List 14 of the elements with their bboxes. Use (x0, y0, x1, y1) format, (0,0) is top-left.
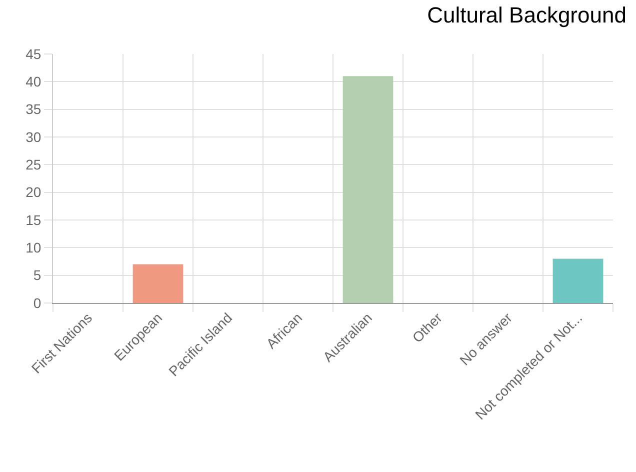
y-tick-label: 35 (26, 101, 42, 118)
y-tick-label: 25 (26, 156, 42, 173)
y-tick-label: 0 (33, 294, 42, 311)
y-tick-label: 45 (26, 46, 42, 62)
y-tick-label: 10 (26, 240, 42, 256)
y-tick-label: 40 (26, 74, 42, 90)
y-tick-label: 30 (26, 128, 42, 145)
y-tick-label: 15 (26, 212, 42, 228)
y-tick-label: 5 (33, 267, 42, 284)
chart-title: Cultural Background (427, 2, 626, 28)
bar (552, 258, 604, 303)
bar (132, 264, 184, 303)
bar (342, 76, 394, 303)
y-tick-label: 20 (26, 184, 42, 200)
